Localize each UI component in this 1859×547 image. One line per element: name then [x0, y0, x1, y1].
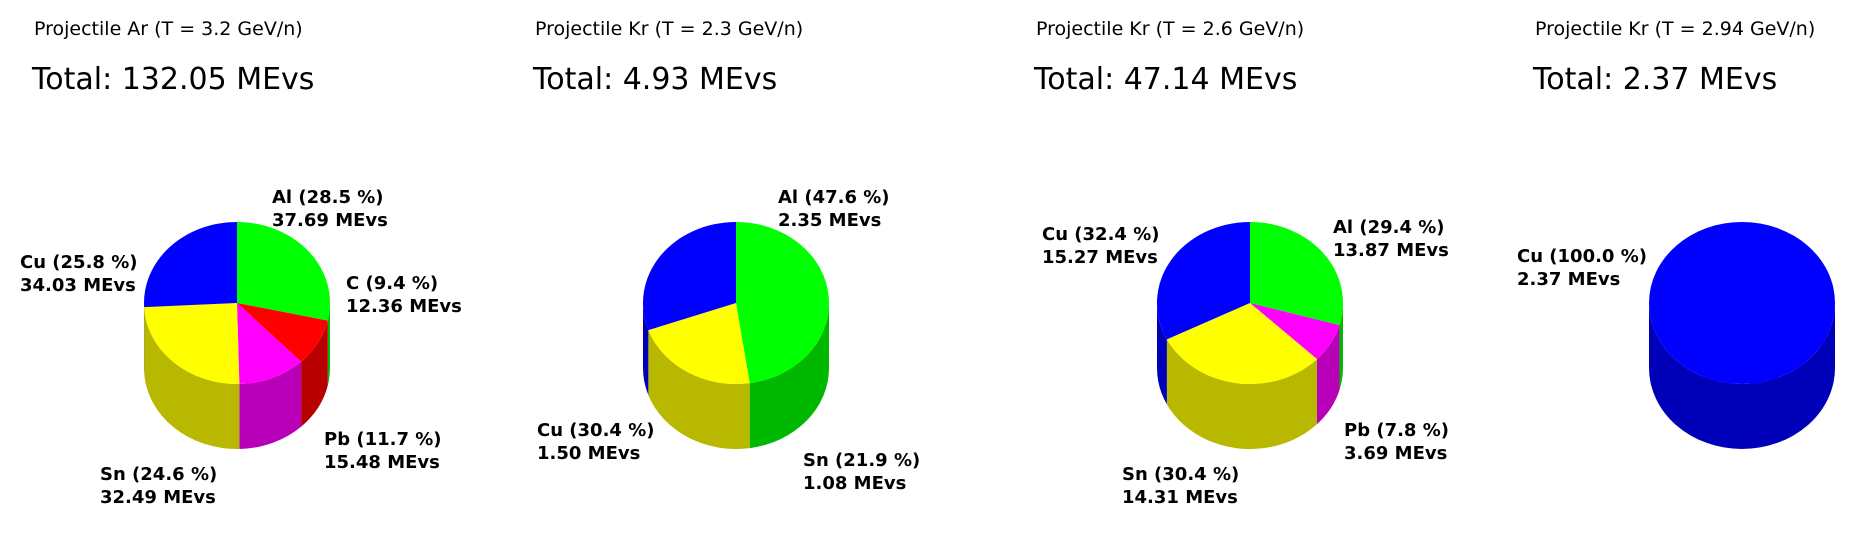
pie-side-cu: [643, 303, 649, 396]
pie-chart-panel-3: Projectile Kr (T = 2.6 GeV/n) Total: 47.…: [930, 0, 1449, 547]
slice-label-pb: Pb (11.7 %): [324, 429, 442, 450]
pie-side-cu: [1157, 303, 1167, 405]
pie-chart-2: Al (47.6 %)2.35 MEvs Sn (21.9 %)1.08 MEvs…: [537, 187, 920, 494]
slice-value-pb: 15.48 MEvs: [324, 452, 440, 473]
pie-slice-c: [237, 303, 328, 362]
pie-side-pb: [239, 361, 302, 449]
pie-chart-3: Al (29.4 %)13.87 MEvs Pb (7.8 %)3.69 MEvs…: [1042, 217, 1449, 508]
pie-chart-panel-1: Projectile Ar (T = 3.2 GeV/n) Total: 132…: [0, 0, 464, 547]
chart-title: Total: 2.37 MEvs: [1533, 62, 1778, 97]
slice-label-cu: Cu (25.8 %): [20, 252, 137, 273]
slice-value-cu: 2.37 MEvs: [1517, 269, 1620, 290]
slice-value-sn: 32.49 MEvs: [100, 487, 216, 508]
slice-label-sn: Sn (21.9 %): [803, 450, 920, 471]
pie-slice-sn: [144, 303, 240, 384]
pie-side-cu: [1649, 303, 1835, 449]
slice-label-c: C (9.4 %): [346, 273, 438, 294]
pie-slice-cu: [643, 222, 736, 331]
slice-label-cu: Cu (30.4 %): [537, 420, 654, 441]
pie-side-pb: [1316, 325, 1340, 425]
pie-slice-pb: [1250, 303, 1340, 360]
chart-title: Total: 132.05 MEvs: [32, 62, 315, 97]
pie-chart-4: Cu (100.0 %)2.37 MEvs: [1517, 222, 1835, 449]
slice-label-cu: Cu (100.0 %): [1517, 246, 1647, 267]
pie-side-sn: [144, 307, 240, 449]
slice-label-al: Al (47.6 %): [778, 187, 890, 208]
projectile-header: Projectile Kr (T = 2.6 GeV/n): [1036, 18, 1305, 40]
pie-side-al: [327, 303, 330, 386]
slice-value-sn: 14.31 MEvs: [1122, 487, 1238, 508]
projectile-header: Projectile Kr (T = 2.3 GeV/n): [535, 18, 804, 40]
slice-value-c: 12.36 MEvs: [346, 296, 462, 317]
slice-value-al: 2.35 MEvs: [778, 210, 881, 231]
chart-title: Total: 47.14 MEvs: [1034, 62, 1298, 97]
pie-side-sn: [1166, 339, 1317, 449]
projectile-header: Projectile Ar (T = 3.2 GeV/n): [34, 18, 303, 40]
pie-slice-sn: [1166, 303, 1317, 384]
pie-slice-sn: [648, 303, 750, 385]
slice-value-cu: 15.27 MEvs: [1042, 247, 1158, 268]
slice-value-cu: 1.50 MEvs: [537, 443, 640, 464]
pie-side-sn: [648, 330, 750, 449]
pie-slice-al: [1250, 222, 1343, 326]
slice-label-sn: Sn (30.4 %): [1122, 464, 1239, 485]
projectile-header: Projectile Kr (T = 2.94 GeV/n): [1535, 18, 1816, 40]
pie-slice-al: [736, 222, 830, 384]
pie-slice-pb: [237, 303, 302, 384]
pie-chart-1: Al (28.5 %)37.69 MEvs C (9.4 %)12.36 MEvs…: [20, 187, 462, 508]
pie-side-c: [301, 320, 328, 427]
slice-label-sn: Sn (24.6 %): [100, 464, 217, 485]
slice-value-sn: 1.08 MEvs: [803, 473, 906, 494]
pie-slice-al: [237, 222, 330, 321]
pie-side-al: [749, 303, 829, 449]
pie-slice-cu: [1649, 222, 1835, 384]
slice-label-al: Al (29.4 %): [1333, 217, 1445, 238]
slice-value-pb: 3.69 MEvs: [1344, 443, 1447, 464]
pie-slice-cu: [144, 222, 237, 308]
pie-chart-panel-4: Projectile Kr (T = 2.94 GeV/n) Total: 2.…: [1395, 0, 1859, 547]
slice-value-al: 13.87 MEvs: [1333, 240, 1449, 261]
chart-title: Total: 4.93 MEvs: [533, 62, 778, 97]
pie-chart-panel-2: Projectile Kr (T = 2.3 GeV/n) Total: 4.9…: [465, 0, 929, 547]
pie-slice-cu: [1157, 222, 1250, 340]
slice-label-al: Al (28.5 %): [272, 187, 384, 208]
slice-label-pb: Pb (7.8 %): [1344, 420, 1449, 441]
pie-side-al: [1339, 303, 1343, 391]
slice-value-cu: 34.03 MEvs: [20, 275, 136, 296]
slice-label-cu: Cu (32.4 %): [1042, 224, 1159, 245]
slice-value-al: 37.69 MEvs: [272, 210, 388, 231]
